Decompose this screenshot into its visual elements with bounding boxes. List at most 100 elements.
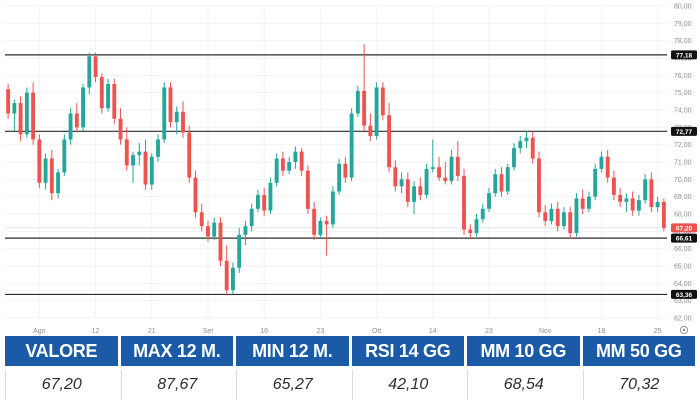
candle-body [355,90,360,114]
y-tick-label: 65,00 [674,264,692,271]
y-tick-label: 71,00 [674,160,692,167]
candle-body [605,156,610,178]
y-tick-label: 78,00 [674,38,692,45]
candle-body [449,156,454,182]
candle-body [287,162,292,171]
candle-body [274,158,279,183]
candle-body [374,87,379,136]
price-level-badge [671,289,697,299]
x-tick-label: Ott [372,328,381,335]
stat-value-min: 65,27 [236,369,349,400]
price-level-label: 72,77 [676,129,693,136]
x-tick-label: 23 [316,328,324,335]
candle-body [312,208,317,235]
candle-body [380,87,385,116]
stat-header-rsi: RSI 14 GG [351,336,464,366]
y-tick-label: 76,00 [674,73,692,80]
candle-body [661,201,666,228]
candle-body [549,208,554,221]
candle-body [499,174,504,192]
candle-body [618,194,623,202]
candle-body [412,186,417,202]
settings-icon[interactable] [679,325,689,335]
candle-body [212,222,217,237]
candle-body [280,158,285,171]
settings-icon-hub [682,328,686,332]
x-tick-label: Set [203,328,214,335]
price-level-badge [671,233,697,243]
candle-body [593,168,598,197]
stat-value-mm10: 68,54 [467,369,580,400]
candle-body [156,139,160,157]
candle-body [206,226,210,237]
candle-body [181,111,185,133]
candle-body [599,156,604,169]
candle-body [299,151,304,171]
candle-body [149,156,154,185]
y-tick-label: 63,00 [674,298,692,305]
y-tick-label: 64,00 [674,281,692,288]
candle-body [293,151,298,162]
x-tick-label: 25 [654,328,662,335]
candle-body [143,151,148,185]
candle-body [81,87,86,128]
candle-body [6,89,11,114]
candle-body [580,198,585,209]
y-tick-label: 79,00 [674,21,692,28]
y-tick-label: 69,00 [674,194,692,201]
candle-body [99,77,104,109]
candle-body [56,172,61,194]
price-level-badge [671,126,697,136]
candle-body [62,139,67,173]
candle-body [568,212,573,234]
candle-body [43,158,48,183]
candle-body [324,220,329,225]
candle-body [237,234,242,268]
candle-body [330,191,335,225]
stat-header-max: MAX 12 M. [120,336,233,366]
x-tick-label: 21 [148,328,156,335]
y-tick-label: 74,00 [674,108,692,115]
y-tick-label: 62,00 [674,316,692,323]
candle-body [586,196,591,209]
candle-body [112,84,117,119]
candle-body [643,179,648,201]
candle-body [555,208,560,227]
candle-body [93,56,98,78]
candle-body [574,198,579,234]
candle-body [430,167,435,169]
candle-body [493,174,498,194]
candle-body [87,56,92,88]
stat-header-mm50: MM 50 GG [582,336,695,366]
settings-icon-ring [679,325,689,335]
x-tick-label: 12 [92,328,100,335]
candle-body [305,170,310,209]
candle-body [174,111,179,123]
candle-body [636,200,641,211]
candle-body [343,163,348,178]
stock-chart: 62,0063,0064,0065,0066,0067,0068,0069,00… [5,4,697,335]
candle-body [31,92,36,140]
candle-body [193,177,198,213]
y-tick-label: 68,00 [674,212,692,219]
last-price-label: 67,20 [676,225,693,232]
candle-body [562,212,566,227]
candle-body [49,158,54,194]
candle-body [137,151,142,156]
candle-body [68,113,73,140]
candle-body [462,175,466,230]
candle-body [405,179,410,202]
candle-body [512,148,516,168]
candle-body [455,156,460,176]
candle-body [649,179,654,208]
stat-value-valore: 67,20 [5,369,118,400]
stats-table: VALORE MAX 12 M. MIN 12 M. RSI 14 GG MM … [5,336,695,400]
price-level-label: 63,36 [676,292,693,299]
last-price-badge [671,223,697,233]
candle-body [74,113,79,128]
stat-header-min: MIN 12 M. [236,336,349,366]
candle-body [262,194,267,211]
y-tick-label: 75,00 [674,90,692,97]
candle-body [24,92,29,135]
y-tick-label: 70,00 [674,177,692,184]
